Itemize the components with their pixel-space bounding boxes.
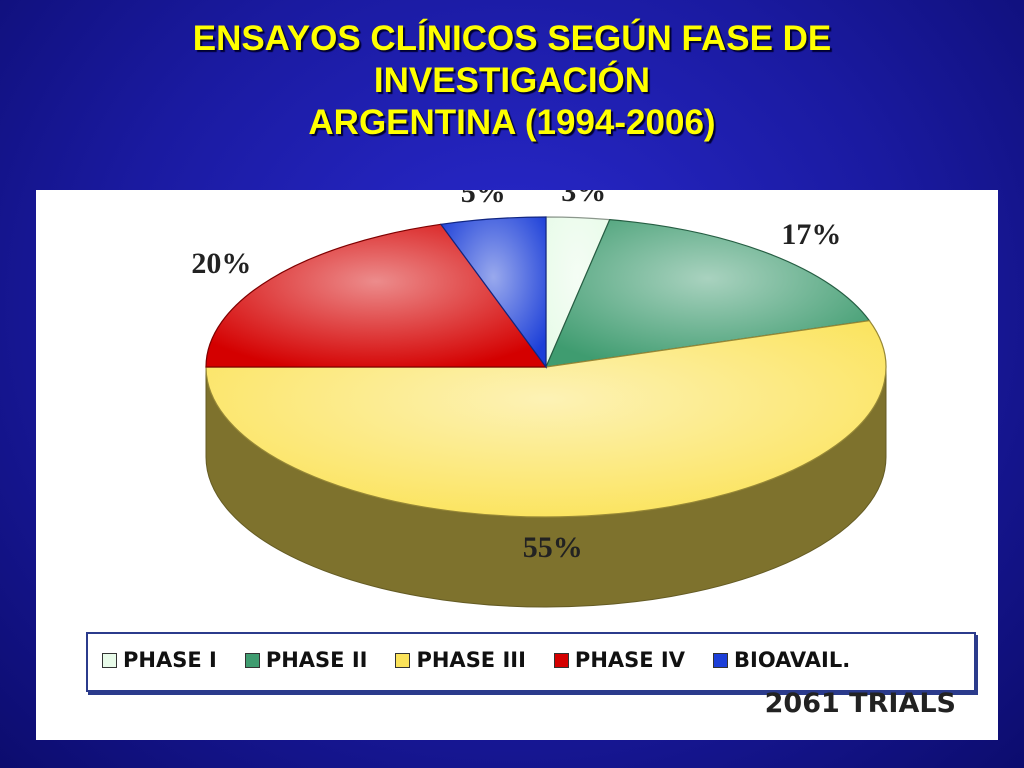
data-label-phase-ii: 17% bbox=[781, 218, 841, 251]
legend-item: PHASE III bbox=[395, 648, 526, 672]
legend-swatch bbox=[102, 652, 117, 668]
legend-label: PHASE III bbox=[416, 648, 526, 672]
legend-label: PHASE II bbox=[265, 648, 368, 672]
title-line-1: ENSAYOS CLÍNICOS SEGÚN FASE DE bbox=[192, 19, 832, 58]
legend-swatch bbox=[553, 652, 569, 668]
pie-slice-phase-ii bbox=[545, 219, 871, 368]
total-trials-annotation: 2061 TRIALS bbox=[764, 688, 956, 719]
chart-panel: 3% 17% 55% 20% 5% PHASE I PHASE II PHASE III PH… bbox=[36, 190, 998, 740]
pie-slice-phase-iii bbox=[205, 320, 887, 518]
slide-title: ENSAYOS CLÍNICOS SEGÚN FASE DE INVESTIGA… bbox=[0, 18, 1024, 144]
legend-item: PHASE I bbox=[102, 648, 217, 672]
title-line-2: INVESTIGACIÓN bbox=[373, 61, 651, 100]
legend-swatch bbox=[395, 652, 411, 668]
data-label-phase-iv: 20% bbox=[191, 247, 251, 280]
pie-slice-bioavail bbox=[439, 216, 547, 369]
legend-label: PHASE I bbox=[123, 648, 217, 672]
legend-item: PHASE IV bbox=[553, 648, 685, 672]
legend-swatch bbox=[244, 652, 260, 668]
legend-row: PHASE I PHASE II PHASE III PHASE IV BIOAVAIL… bbox=[102, 648, 878, 672]
pie-chart: 3% 17% 55% 20% 5% bbox=[191, 190, 887, 608]
legend-swatch bbox=[713, 652, 728, 668]
data-label-bioavail: 5% bbox=[461, 190, 506, 209]
legend-label: BIOAVAIL. bbox=[734, 648, 851, 672]
legend-item: PHASE II bbox=[244, 648, 368, 672]
data-label-phase-iii: 55% bbox=[523, 531, 583, 564]
legend-item: BIOAVAIL. bbox=[713, 648, 850, 672]
legend-label: PHASE IV bbox=[574, 648, 685, 672]
chart-legend: PHASE I PHASE II PHASE III PHASE IV BIOAVAIL… bbox=[86, 632, 976, 692]
data-label-phase-i: 3% bbox=[561, 190, 606, 208]
pie-slice-phase-iv bbox=[205, 223, 548, 368]
title-line-3: ARGENTINA (1994-2006) bbox=[308, 103, 716, 142]
